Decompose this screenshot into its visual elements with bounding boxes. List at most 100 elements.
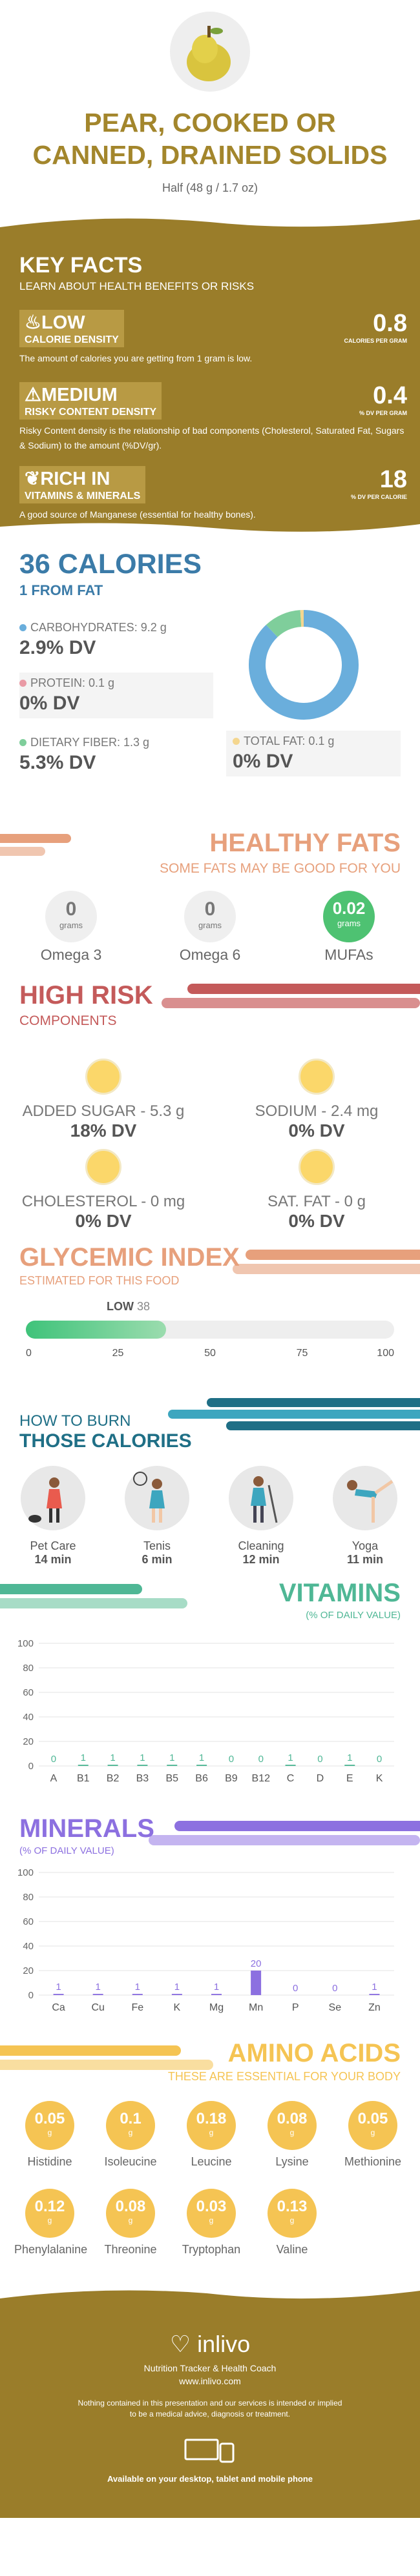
vitamin-bar-B3 [137, 1765, 148, 1766]
vitamin-category-label: B6 [195, 1773, 208, 1784]
key-facts-title: KEY FACTS [19, 253, 143, 278]
amino-tryptophan: 0.03 g Tryptophan [176, 2189, 247, 2257]
footer-url[interactable]: www.inlivo.com [179, 2376, 241, 2386]
mineral-bar-Fe [132, 1994, 143, 1995]
tennis-icon [125, 1466, 189, 1530]
mineral-category-label: Cu [91, 2002, 104, 2013]
glycemic-tick-label: 50 [204, 1348, 216, 1359]
mineral-value-label: 1 [214, 1982, 219, 1993]
y-tick-label: 60 [23, 1687, 34, 1698]
vitamin-value-label: 1 [81, 1752, 86, 1763]
fact-risky-content: ⚠MEDIUM RISKY CONTENT DENSITY 0.4% DV PER… [19, 382, 407, 451]
vitamin-value-label: 1 [199, 1752, 204, 1763]
y-tick-label: 0 [28, 1761, 34, 1772]
activity-tenis: Tenis 6 min [115, 1466, 199, 1567]
decorative-stripes [0, 1584, 187, 1608]
vitamin-value-label: 0 [317, 1754, 322, 1765]
vitamin-category-label: A [50, 1773, 58, 1784]
amino-acids-section: AMINO ACIDS THESE ARE ESSENTIAL FOR YOUR… [0, 2036, 420, 2286]
vitamin-value-label: 1 [288, 1752, 293, 1763]
vitamin-category-label: K [376, 1773, 383, 1784]
mineral-category-label: Fe [131, 2002, 143, 2013]
high-risk-subtitle: COMPONENTS [19, 1013, 117, 1028]
y-tick-label: 80 [23, 1892, 34, 1903]
mineral-category-label: P [292, 2002, 299, 2013]
glycemic-bar-fill [26, 1321, 166, 1339]
vitamin-bar-C [285, 1765, 296, 1766]
smiley-icon [299, 1149, 335, 1185]
mufas-item: 0.02 grams MUFAs [310, 891, 388, 964]
mineral-category-label: Se [329, 2002, 342, 2013]
high-risk-section: HIGH RISK COMPONENTS ADDED SUGAR - 5.3 g… [0, 975, 420, 1237]
mineral-value-label: 20 [251, 1958, 262, 1969]
vitamin-bar-B6 [196, 1765, 207, 1766]
donut-slice-fiber [266, 610, 302, 638]
warning-icon: ⚠ [25, 385, 41, 405]
y-tick-label: 20 [23, 1965, 34, 1976]
decorative-stripes [162, 984, 420, 1008]
fact-calorie-density: ♨LOW CALORIE DENSITY 0.8 CALORIES PER GRAM… [19, 310, 407, 363]
smiley-icon [85, 1149, 121, 1185]
vitamin-value-label: 1 [347, 1752, 352, 1763]
amino-lysine: 0.08 g Lysine [257, 2101, 328, 2169]
mineral-category-label: Mg [209, 2002, 224, 2013]
vitamin-value-label: 0 [51, 1754, 56, 1765]
healthy-fats-title: HEALTHY FATS [209, 829, 401, 857]
vitamin-bar-B1 [78, 1765, 89, 1766]
vitamin-category-label: C [287, 1773, 295, 1784]
vitamin-value-label: 1 [110, 1752, 115, 1763]
yoga-icon [333, 1466, 397, 1530]
amino-methionine: 0.05 g Methionine [337, 2101, 408, 2169]
vitamin-category-label: B5 [165, 1773, 178, 1784]
minerals-bar-chart: 100 80 60 40 20 0 1 Ca 1 Cu 1 Fe 1 K 1 Mg 20 Mn 0 P 0 Se 1 Zn [17, 1867, 394, 2013]
amino-acids-subtitle: THESE ARE ESSENTIAL FOR YOUR BODY [167, 2070, 401, 2083]
calories-donut-chart [249, 610, 359, 720]
amino-leucine: 0.18 g Leucine [176, 2101, 247, 2169]
burn-title-2: THOSE CALORIES [19, 1430, 192, 1452]
donut-slice-carbs [249, 610, 359, 720]
vitamins-subtitle: (% OF DAILY VALUE) [306, 1610, 401, 1621]
amino-valine: 0.13 g Valine [257, 2189, 328, 2257]
y-tick-label: 40 [23, 1712, 34, 1723]
footer-tagline: Nutrition Tracker & Health Coach [143, 2363, 277, 2373]
mineral-bar-K [171, 1994, 182, 1995]
cholesterol-item: CHOLESTEROL - 0 mg 0% DV [19, 1149, 187, 1232]
footer-available: Available on your desktop, tablet and mo… [107, 2474, 313, 2484]
glycemic-bar [26, 1321, 394, 1339]
minerals-section: MINERALS (% OF DAILY VALUE) 100 80 60 40 20 0… [0, 1808, 420, 2036]
y-tick-label: 20 [23, 1736, 34, 1747]
mineral-bar-Zn [369, 1994, 380, 1995]
mineral-value-label: 0 [332, 1983, 337, 1994]
carbohydrates-item: CARBOHYDRATES: 9.2 g 2.9% DV [19, 621, 167, 658]
y-tick-label: 100 [17, 1867, 34, 1878]
minerals-subtitle: (% OF DAILY VALUE) [19, 1845, 114, 1856]
activity-cleaning: Cleaning 12 min [219, 1466, 303, 1567]
devices-icon [184, 2439, 235, 2463]
key-facts-section: KEY FACTS LEARN ABOUT HEALTH BENEFITS OR… [0, 213, 420, 536]
vitamin-bar-E [344, 1765, 355, 1766]
vitamin-category-label: B1 [77, 1773, 90, 1784]
vitamin-value-label: 0 [258, 1754, 264, 1765]
footer: ♡ inlivo Nutrition Tracker & Health Coac… [0, 2286, 420, 2518]
vitamins-bar-chart: 100 80 60 40 20 0 0 A 1 B1 1 B2 1 B3 1 B5 1 B6 0 B9 0 B12 1 C 0 D… [17, 1638, 394, 1784]
dog-walking-icon [21, 1466, 85, 1530]
amino-histidine: 0.05 g Histidine [14, 2101, 85, 2169]
page-title: PEAR, COOKED OR CANNED, DRAINED SOLIDS [32, 108, 388, 170]
footer-disclaimer-1: Nothing contained in this presentation a… [78, 2399, 342, 2408]
fact-vitamins-minerals: ❦RICH IN VITAMINS & MINERALS 18% DV PER C… [19, 466, 407, 520]
glycemic-tick-label: 0 [26, 1348, 32, 1359]
y-tick-label: 0 [28, 1990, 34, 2001]
vitamin-bar-B2 [107, 1765, 118, 1766]
glycemic-tick-label: 100 [377, 1348, 394, 1359]
y-tick-label: 40 [23, 1941, 34, 1952]
mineral-category-label: Ca [52, 2002, 65, 2013]
calories-from-fat: 1 FROM FAT [19, 582, 103, 598]
vitamin-bar-B5 [167, 1765, 178, 1766]
amino-acids-title: AMINO ACIDS [227, 2039, 401, 2067]
burn-section: HOW TO BURN THOSE CALORIES Pet Care 14 mi… [0, 1385, 420, 1579]
pear-icon [170, 12, 250, 92]
mineral-bar-Ca [53, 1994, 64, 1995]
high-risk-title: HIGH RISK [19, 981, 153, 1009]
calories-title: 36 CALORIES [19, 549, 202, 580]
vitamin-category-label: B2 [107, 1773, 120, 1784]
